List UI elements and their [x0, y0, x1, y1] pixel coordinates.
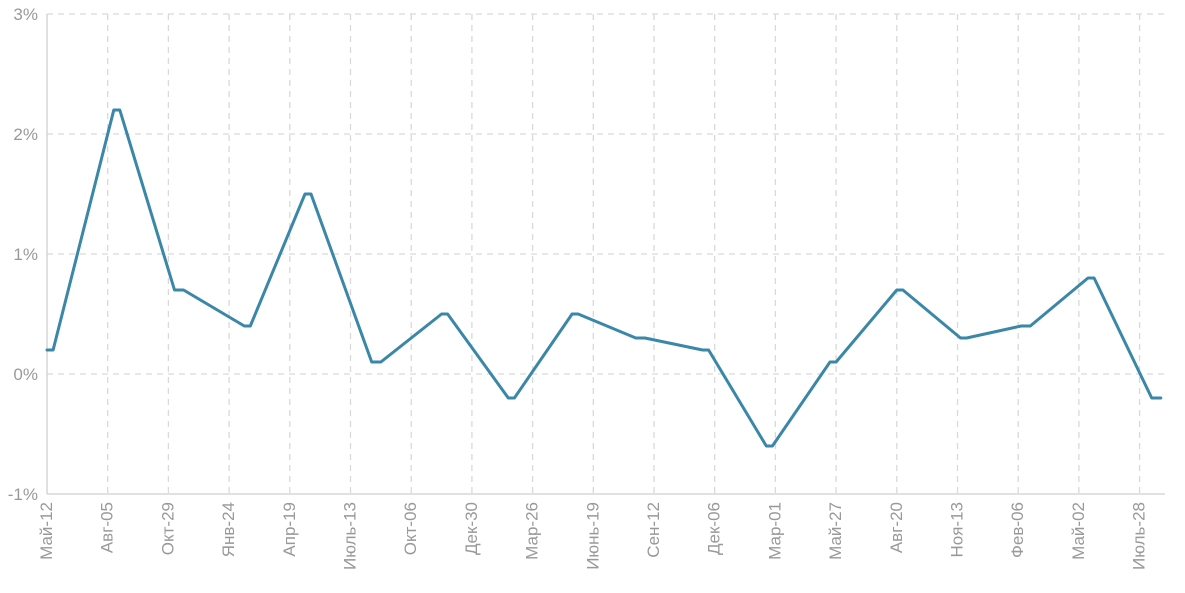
series-line	[45, 108, 1163, 448]
x-tick-label: Июль-13	[341, 502, 360, 570]
x-tick-label: Май-27	[826, 502, 845, 560]
grid	[47, 13, 1165, 494]
x-tick-label: Июнь-19	[583, 502, 602, 570]
x-tick-label: Июль-28	[1130, 502, 1149, 570]
y-tick-label: 3%	[13, 5, 38, 24]
x-tick-label: Дек-30	[462, 502, 481, 555]
x-tick-label: Окт-06	[401, 502, 420, 555]
x-axis-tick-labels: Май-12 Авг-05 Окт-29 Янв-24 Апр-19 Июль-13 Окт…	[37, 502, 1149, 570]
x-tick-label: Окт-29	[158, 502, 177, 555]
x-tick-label: Мар-26	[523, 502, 542, 560]
x-tick-label: Май-12	[37, 502, 56, 560]
x-tick-label: Май-02	[1069, 502, 1088, 560]
x-tick-label: Янв-24	[219, 502, 238, 557]
y-tick-label: 2%	[13, 125, 38, 144]
x-tick-label: Фев-06	[1008, 502, 1027, 558]
x-tick-label: Авг-20	[887, 502, 906, 553]
y-tick-label: 1%	[13, 245, 38, 264]
axes	[46, 14, 1165, 495]
x-tick-label: Авг-05	[98, 502, 117, 553]
y-tick-label: 0%	[13, 365, 38, 384]
y-tick-label: -1%	[8, 485, 38, 504]
x-tick-label: Мар-01	[765, 502, 784, 560]
x-tick-label: Сен-12	[644, 502, 663, 558]
data-series	[45, 108, 1163, 448]
x-tick-label: Дек-06	[705, 502, 724, 555]
x-tick-label: Ноя-13	[948, 502, 967, 558]
y-axis-tick-labels: -1% 0% 1% 2% 3%	[8, 5, 38, 504]
x-tick-label: Апр-19	[280, 502, 299, 557]
